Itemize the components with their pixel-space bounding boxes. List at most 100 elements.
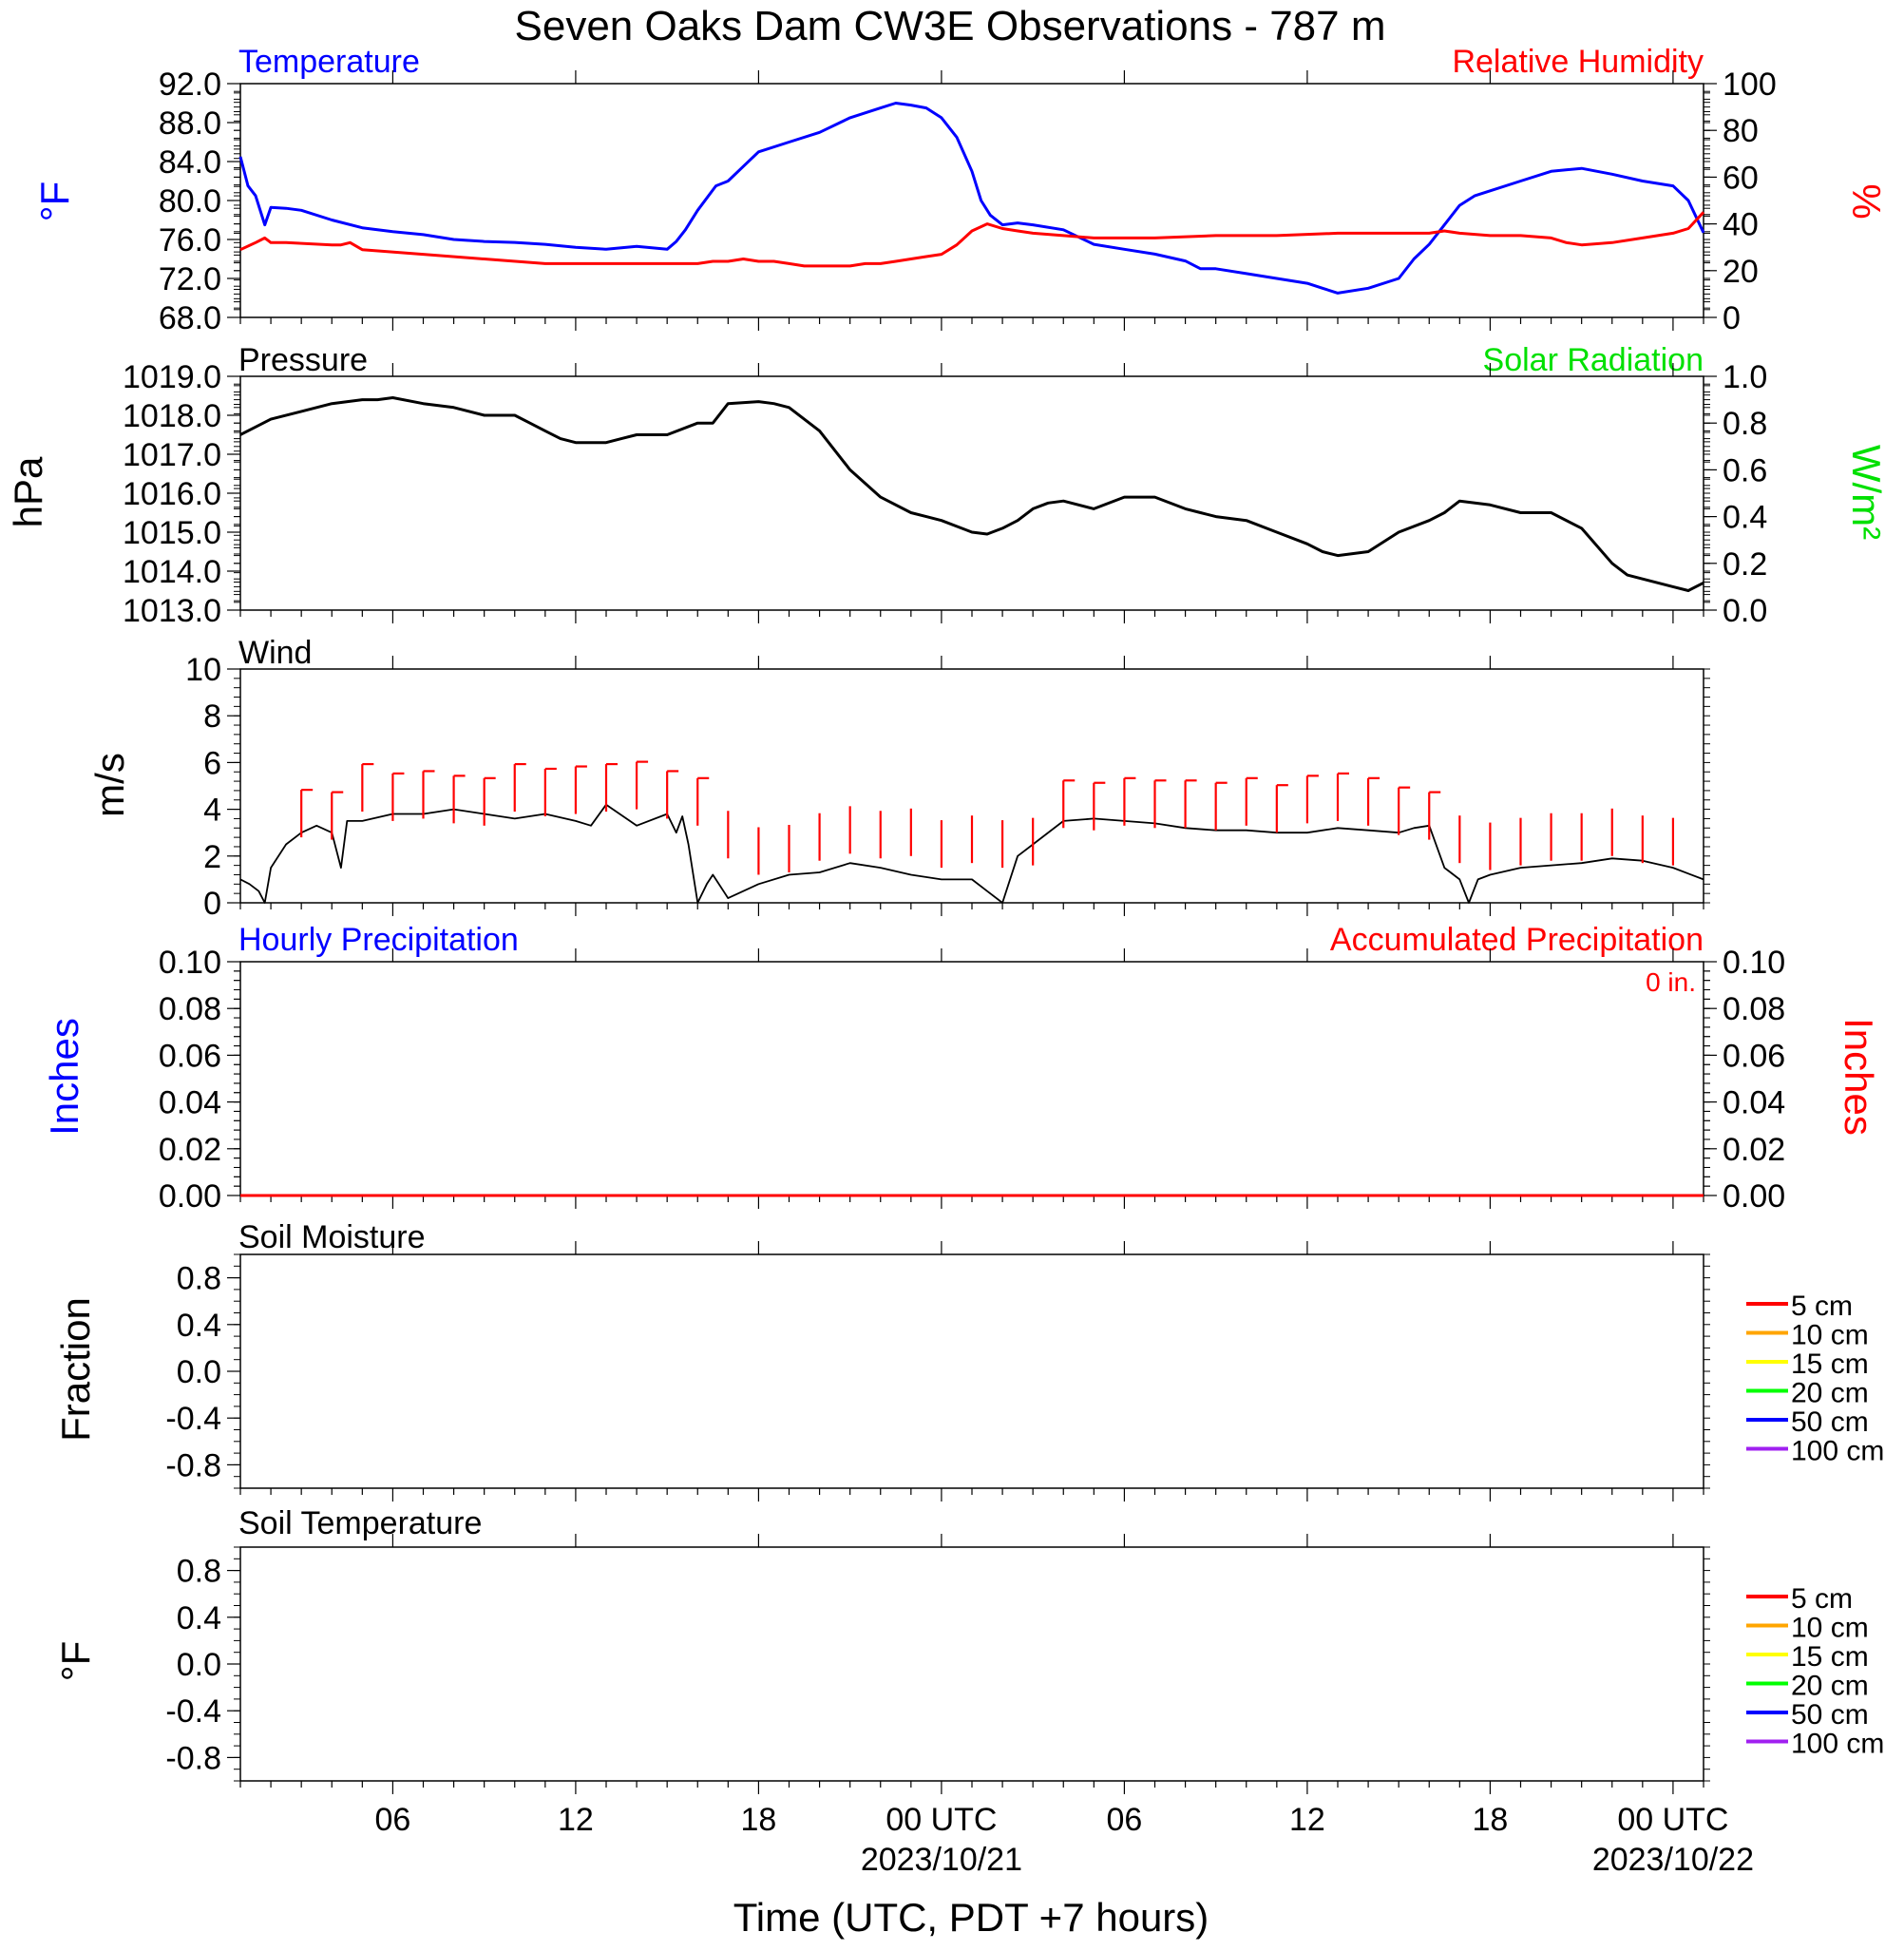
wind-barb: [1093, 781, 1106, 831]
rh-title: Relative Humidity: [1452, 44, 1704, 80]
soil_temp-left-y-tick-label: -0.4: [165, 1693, 221, 1730]
wind-barb: [391, 772, 405, 821]
panel-soil-moisture: Soil Moisture Fraction: [53, 1219, 426, 1442]
panel-wind: Wind m/s: [87, 635, 312, 817]
temp_rh-right-y-tick-label: 80: [1723, 113, 1759, 149]
soil_moisture-left-y-tick-label: 0.0: [177, 1354, 221, 1390]
precip-axes: [239, 948, 1704, 1209]
temp_rh-relative-humidity-line: [239, 211, 1705, 268]
pressure-left-y-tick-label: 1016.0: [123, 476, 221, 512]
x-tick-label: 00 UTC: [1617, 1802, 1728, 1838]
soil_temp-legend-label: 5 cm: [1791, 1583, 1853, 1615]
precip-right-y-tick-label: 0.00: [1723, 1178, 1785, 1215]
x-tick-label: 00 UTC: [885, 1802, 997, 1838]
soil_moisture-legend-label: 20 cm: [1791, 1378, 1869, 1409]
temp_rh-left-y-tick-label: 80.0: [159, 183, 221, 220]
plot-content: 92.088.084.080.076.072.068.0100806040200…: [123, 67, 1884, 1878]
soil_moisture-frame: [239, 1253, 1704, 1489]
soil_temp-legend-label: 20 cm: [1791, 1671, 1869, 1702]
temp_rh-left-y-tick-label: 84.0: [159, 144, 221, 181]
wind-frame: [239, 668, 1704, 904]
x-date-label: 2023/10/22: [1592, 1842, 1754, 1878]
panel-precip: Hourly Precipitation Accumulated Precipi…: [42, 922, 1881, 1136]
soil_temp-legend-label: 50 cm: [1791, 1699, 1869, 1731]
wind-barb: [543, 767, 557, 816]
soil_moisture-left-y-tick-label: 0.4: [177, 1308, 221, 1344]
precip-right-y-tick-label: 0.04: [1723, 1085, 1785, 1121]
pressure-ylabel: hPa: [6, 456, 50, 527]
wind-left-y-tick-label: 4: [203, 793, 221, 829]
precip-right-y-tick-label: 0.02: [1723, 1132, 1785, 1168]
wind-barb: [513, 762, 526, 813]
rh-ylabel: %: [1844, 183, 1889, 219]
pressure-axes: [239, 363, 1704, 623]
soil_moisture-left-y-tick-label: 0.8: [177, 1261, 221, 1297]
soil-moisture-ylabel: Fraction: [53, 1297, 98, 1442]
pressure-left-y-tick-label: 1019.0: [123, 359, 221, 395]
wind-barb: [1275, 784, 1288, 833]
temp_rh-left-y-tick-label: 72.0: [159, 261, 221, 297]
temp_rh-left-y-tick-label: 92.0: [159, 67, 221, 103]
precip-frame: [239, 961, 1704, 1196]
x-tick-label: 12: [1289, 1802, 1325, 1838]
accum-precip-annotation: 0 in.: [1646, 967, 1696, 997]
pressure-left-y-tick-label: 1014.0: [123, 554, 221, 590]
soil_moisture-legend-label: 10 cm: [1791, 1320, 1869, 1351]
precip-right-ylabel: Inches: [1837, 1018, 1881, 1136]
x-axis-label: Time (UTC, PDT +7 hours): [733, 1895, 1209, 1940]
accum-precip-title: Accumulated Precipitation: [1330, 922, 1704, 958]
wind-barb: [1214, 781, 1228, 831]
soil_moisture-legend-label: 15 cm: [1791, 1348, 1869, 1380]
x-tick-label: 18: [741, 1802, 777, 1838]
temp_rh-left-y-tick-label: 88.0: [159, 105, 221, 142]
soil_temp-left-y-tick-label: -0.8: [165, 1740, 221, 1776]
temp_rh-right-y-tick-label: 20: [1723, 254, 1759, 290]
wind-barb: [696, 776, 710, 826]
precip-left-y-tick-label: 0.04: [159, 1085, 221, 1121]
precip-left-ylabel: Inches: [42, 1018, 86, 1136]
soil_moisture-legend-label: 50 cm: [1791, 1406, 1869, 1438]
temp_rh-right-y-tick-label: 0: [1723, 300, 1741, 336]
precip-left-y-tick-label: 0.06: [159, 1038, 221, 1074]
temp_rh-temperature-line: [238, 102, 1705, 295]
x-tick-label: 06: [375, 1802, 411, 1838]
temp-ylabel: °F: [32, 182, 77, 221]
soil_temp-legend-label: 15 cm: [1791, 1641, 1869, 1673]
wind-barb: [666, 770, 679, 819]
wind-title: Wind: [238, 635, 312, 671]
x-date-label: 2023/10/21: [861, 1842, 1022, 1878]
pressure-right-y-tick-label: 0.0: [1723, 593, 1767, 629]
pressure-right-y-tick-label: 0.6: [1723, 452, 1767, 488]
wind-left-y-tick-label: 2: [203, 839, 221, 875]
wind-barb: [1062, 779, 1076, 829]
temp_rh-right-y-tick-label: 60: [1723, 160, 1759, 196]
pressure-title: Pressure: [238, 342, 368, 378]
pressure-right-y-tick-label: 0.2: [1723, 546, 1767, 583]
wind-barb: [331, 791, 344, 840]
solar-ylabel: W/m²: [1844, 445, 1889, 540]
soil-temp-ylabel: °F: [53, 1641, 98, 1681]
temp_rh-right-y-tick-label: 100: [1723, 67, 1777, 103]
pressure-left-y-tick-label: 1013.0: [123, 593, 221, 629]
soil_temp-legend-label: 10 cm: [1791, 1613, 1869, 1644]
wind-barb: [1153, 779, 1167, 829]
pressure-right-y-tick-label: 0.4: [1723, 500, 1767, 536]
pressure-left-y-tick-label: 1018.0: [123, 398, 221, 434]
soil_temp-left-y-tick-label: 0.0: [177, 1647, 221, 1683]
wind-barb: [1184, 779, 1197, 829]
wind-barb: [604, 762, 618, 813]
soil_temp-frame: [239, 1546, 1704, 1782]
solar-title: Solar Radiation: [1483, 342, 1704, 378]
temp_rh-left-y-tick-label: 68.0: [159, 300, 221, 336]
wind-barb: [483, 776, 496, 826]
chart-title: Seven Oaks Dam CW3E Observations - 787 m: [515, 3, 1386, 49]
temp_rh-axes: [239, 70, 1704, 331]
precip-left-y-tick-label: 0.08: [159, 991, 221, 1027]
temp_rh-left-y-tick-label: 76.0: [159, 222, 221, 258]
wind-left-y-tick-label: 8: [203, 698, 221, 735]
soil_moisture-left-y-tick-label: -0.8: [165, 1447, 221, 1483]
soil_moisture-legend-label: 5 cm: [1791, 1291, 1853, 1322]
wind-wind-speed-line: [239, 803, 1704, 904]
soil-moisture-title: Soil Moisture: [238, 1219, 426, 1255]
